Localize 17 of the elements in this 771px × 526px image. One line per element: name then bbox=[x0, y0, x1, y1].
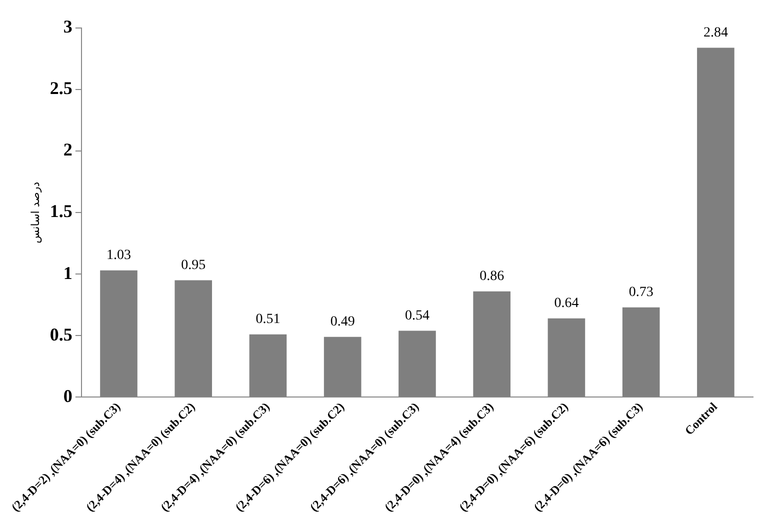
y-tick-label: 1.5 bbox=[50, 201, 72, 222]
data-label: 0.64 bbox=[554, 296, 579, 312]
y-tick-label: 0 bbox=[63, 386, 72, 406]
y-tick-label: 2.5 bbox=[50, 78, 72, 98]
y-tick-label: 1 bbox=[63, 262, 72, 283]
data-label: 2.84 bbox=[703, 25, 728, 40]
data-label: 0.73 bbox=[628, 285, 654, 300]
data-label: 0.49 bbox=[330, 314, 355, 330]
y-tick-label: 3 bbox=[63, 16, 72, 37]
y-tick-label: 2 bbox=[63, 140, 72, 160]
data-label: 0.95 bbox=[181, 258, 206, 273]
data-label: 0.86 bbox=[480, 269, 504, 284]
y-tick-label: 0.5 bbox=[50, 324, 72, 344]
data-label: 1.03 bbox=[106, 248, 131, 264]
y-axis-title: درصد اسانس bbox=[29, 182, 42, 244]
data-label: 0.54 bbox=[404, 308, 430, 324]
data-label: 0.51 bbox=[256, 312, 280, 328]
